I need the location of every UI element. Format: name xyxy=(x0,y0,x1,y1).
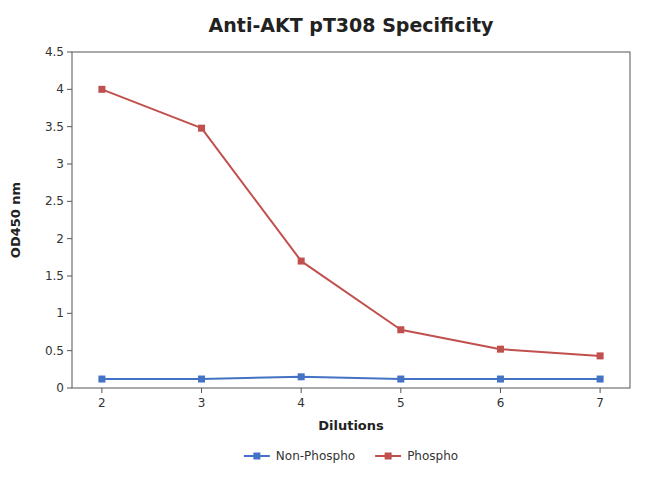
point xyxy=(98,86,105,93)
y-tick-label: 2.5 xyxy=(45,194,64,208)
x-tick-label: 7 xyxy=(596,396,604,410)
legend-item: Phospho xyxy=(375,449,458,463)
y-tick-label: 3.5 xyxy=(45,120,64,134)
y-tick xyxy=(67,313,72,314)
plot-frame xyxy=(72,52,630,388)
y-axis-label: OD450 nm xyxy=(8,182,23,258)
y-tick-label: 1.5 xyxy=(45,269,64,283)
point xyxy=(298,373,305,380)
x-tick xyxy=(400,388,401,393)
legend-marker xyxy=(253,453,260,460)
point xyxy=(597,352,604,359)
x-axis: 2 3 4 5 6 7 xyxy=(98,388,604,410)
x-tick-label: 6 xyxy=(497,396,505,410)
line xyxy=(102,89,600,356)
data-layer xyxy=(98,86,603,383)
y-tick-label: 4.5 xyxy=(45,45,64,59)
series xyxy=(98,373,603,382)
y-tick xyxy=(67,89,72,90)
legend-label: Non-Phospho xyxy=(276,449,355,463)
chart-svg: Anti-AKT pT308 Specificity 0 0.5 1 1.5 2 2.5 3 3… xyxy=(0,0,650,488)
point xyxy=(397,326,404,333)
point xyxy=(198,125,205,132)
chart-container: Anti-AKT pT308 Specificity 0 0.5 1 1.5 2 2.5 3 3… xyxy=(0,0,650,488)
y-tick-label: 4 xyxy=(56,82,64,96)
legend-marker xyxy=(385,453,392,460)
point xyxy=(597,376,604,383)
y-tick xyxy=(67,201,72,202)
point xyxy=(497,376,504,383)
legend-item: Non-Phospho xyxy=(244,449,355,463)
point xyxy=(497,346,504,353)
series xyxy=(98,86,603,360)
y-tick xyxy=(67,238,72,239)
line xyxy=(102,377,600,379)
y-tick xyxy=(67,164,72,165)
x-tick-label: 5 xyxy=(397,396,405,410)
x-tick-label: 2 xyxy=(98,396,106,410)
x-tick xyxy=(600,388,601,393)
x-tick xyxy=(201,388,202,393)
y-tick xyxy=(67,388,72,389)
x-tick xyxy=(500,388,501,393)
x-tick xyxy=(101,388,102,393)
x-tick xyxy=(301,388,302,393)
legend: Non-Phospho Phospho xyxy=(244,449,458,463)
legend-label: Phospho xyxy=(407,449,458,463)
y-tick-label: 0.5 xyxy=(45,344,64,358)
y-tick xyxy=(67,276,72,277)
point xyxy=(198,376,205,383)
chart-title: Anti-AKT pT308 Specificity xyxy=(209,14,494,36)
y-tick-label: 0 xyxy=(56,381,64,395)
x-tick-label: 4 xyxy=(297,396,305,410)
x-axis-label: Dilutions xyxy=(318,418,384,433)
point xyxy=(98,376,105,383)
y-axis: 0 0.5 1 1.5 2 2.5 3 3.5 4 4.5 xyxy=(45,45,72,395)
y-tick-label: 2 xyxy=(56,232,64,246)
point xyxy=(298,258,305,265)
y-tick-label: 3 xyxy=(56,157,64,171)
y-tick xyxy=(67,52,72,53)
y-tick-label: 1 xyxy=(56,306,64,320)
y-tick xyxy=(67,126,72,127)
point xyxy=(397,376,404,383)
x-tick-label: 3 xyxy=(198,396,206,410)
y-tick xyxy=(67,350,72,351)
